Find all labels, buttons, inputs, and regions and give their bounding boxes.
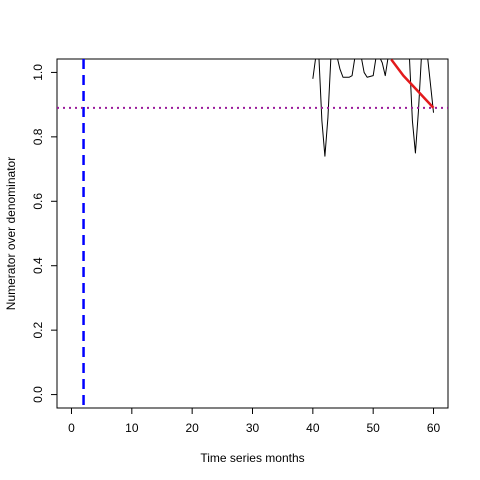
trend-line — [390, 59, 435, 109]
y-tick-label: 0.8 — [31, 128, 45, 145]
x-tick-label: 0 — [68, 421, 75, 435]
y-tick-label: 0.6 — [31, 193, 45, 210]
x-tick-label: 20 — [185, 421, 199, 435]
x-tick-label: 40 — [306, 421, 320, 435]
y-axis: 0.0 0.2 0.4 0.6 0.8 1.0 — [31, 64, 58, 403]
observed-series-line — [312, 59, 435, 157]
x-tick-label: 30 — [246, 421, 260, 435]
y-tick-label: 0.2 — [31, 321, 45, 338]
x-axis: 0 10 20 30 40 50 60 — [68, 407, 441, 435]
y-tick-label: 1.0 — [31, 64, 45, 81]
y-tick-label: 0.4 — [31, 257, 45, 274]
y-axis-title: Numerator over denominator — [4, 157, 18, 310]
y-tick-label: 0.0 — [31, 386, 45, 403]
x-axis-title: Time series months — [200, 451, 304, 465]
x-tick-label: 60 — [427, 421, 441, 435]
plot-area — [57, 59, 448, 408]
x-tick-label: 10 — [125, 421, 139, 435]
x-tick-label: 50 — [366, 421, 380, 435]
